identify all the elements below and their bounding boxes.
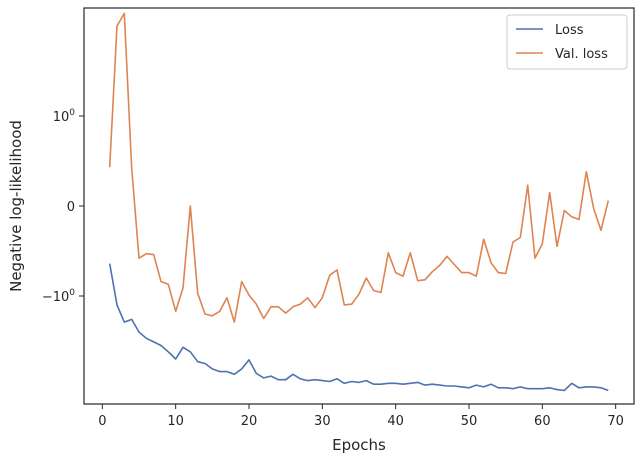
x-tick-label: 10 [167,414,184,429]
x-axis-ticks: 0 10 20 30 40 50 60 70 [98,404,624,429]
x-tick-label: 70 [607,414,624,429]
x-tick-label: 60 [534,414,551,429]
series-line-0 [108,263,609,392]
x-tick-label: 0 [98,414,106,429]
legend-label-val-loss: Val. loss [555,47,608,62]
y-tick-label: 100 [53,108,76,125]
y-axis-ticks: 100 0 −100 [42,108,84,305]
x-tick-label: 40 [387,414,404,429]
x-tick-label: 30 [314,414,331,429]
legend: Loss Val. loss [506,14,628,70]
series-line-1 [108,12,610,323]
x-tick-label: 50 [461,414,478,429]
x-axis-label: Epochs [332,436,386,454]
series-layer [108,12,610,392]
y-axis-label: Negative log-likelihood [7,120,25,292]
y-tick-label: −100 [42,288,75,305]
legend-label-loss: Loss [555,23,584,38]
x-tick-label: 20 [241,414,258,429]
y-tick-label: 0 [67,200,75,215]
plot-background [84,8,634,404]
